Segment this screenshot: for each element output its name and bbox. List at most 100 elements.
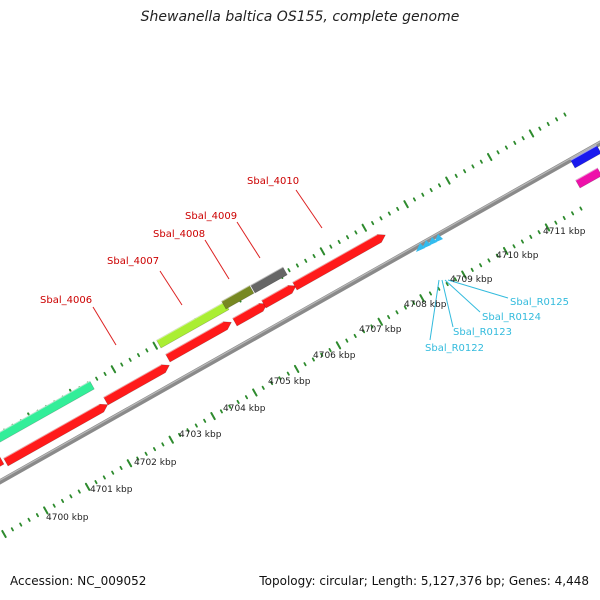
inner-tick — [144, 451, 148, 456]
gene-block — [165, 321, 232, 363]
rna-arrow — [434, 234, 443, 243]
ruler-label: 4703 kbp — [179, 430, 222, 440]
outer-tick — [304, 258, 308, 263]
gene-label: Sbal_4006 — [40, 295, 92, 306]
callout-line — [92, 306, 117, 346]
outer-tick — [120, 362, 124, 367]
ruler-label: 4701 kbp — [90, 485, 133, 495]
inner-tick — [126, 459, 133, 468]
outer-tick — [145, 348, 149, 353]
inner-tick — [554, 220, 558, 225]
outer-tick — [128, 357, 132, 362]
gene-block-highlight — [0, 380, 91, 433]
inner-tick — [244, 395, 249, 400]
inner-tick — [261, 385, 265, 390]
gene-block — [221, 285, 255, 310]
callout-line — [159, 270, 183, 306]
ruler-label: 4705 kbp — [268, 377, 311, 387]
inner-tick — [203, 418, 207, 423]
outer-tick — [504, 145, 508, 150]
inner-tick — [252, 388, 258, 397]
rna-labels: Sbal_R0122 Sbal_R0123 Sbal_R0124 Sbal_R0… — [425, 297, 569, 354]
gene-label: Sbal_4009 — [185, 211, 237, 222]
outer-tick — [287, 268, 291, 273]
outer-tick — [136, 353, 141, 358]
inner-tick — [60, 498, 65, 504]
accession-text: Accession: NC_009052 — [10, 574, 147, 588]
gene-label: Sbal_4010 — [247, 176, 299, 187]
outer-tick — [95, 376, 99, 381]
gene-block — [3, 403, 109, 467]
gene-block — [103, 364, 170, 406]
inner-tick — [445, 281, 449, 287]
feature-track — [0, 144, 600, 467]
inner-tick — [77, 489, 81, 494]
gene-label: Sbal_4008 — [153, 229, 205, 240]
inner-tick — [320, 352, 324, 357]
inner-tick — [537, 230, 541, 235]
ruler-label: 4702 kbp — [134, 458, 177, 468]
callout-line — [444, 279, 481, 313]
genome-backbone — [0, 140, 600, 485]
ruler-label: 4710 kbp — [496, 251, 539, 261]
inner-tick — [286, 371, 290, 376]
genome-summary-text: Topology: circular; Length: 5,127,376 bp… — [259, 574, 589, 588]
inner-tick — [403, 305, 407, 310]
ruler-label: 4700 kbp — [46, 513, 89, 523]
ruler-label: 4709 kbp — [450, 275, 493, 285]
genome-backbone-highlight — [0, 141, 600, 481]
outer-tick — [361, 223, 367, 232]
ruler-label: 4708 kbp — [404, 300, 447, 310]
gene-block-highlight — [3, 403, 100, 459]
outer-tick — [429, 187, 433, 193]
outer-tick — [371, 221, 375, 226]
inner-tick — [69, 494, 73, 499]
rna-arrow — [422, 240, 431, 249]
outer-tick — [437, 183, 442, 188]
inner-tick — [210, 412, 216, 421]
inner-tick — [84, 482, 91, 491]
inner-tick — [335, 341, 342, 350]
gene-block — [232, 303, 268, 327]
inner-tick — [1, 529, 7, 539]
inner-tick — [136, 456, 140, 461]
inner-tick — [303, 362, 307, 367]
inner-tick — [102, 475, 106, 480]
inner-tick — [461, 270, 467, 279]
inner-tick — [52, 503, 56, 508]
inner-tick — [487, 258, 491, 263]
inner-tick — [19, 522, 23, 527]
gene-block — [292, 234, 386, 291]
gene-callouts — [92, 189, 323, 346]
inner-tick — [353, 333, 357, 338]
inner-tick — [186, 428, 190, 433]
inner-tick — [453, 277, 458, 282]
outer-tick — [103, 371, 107, 377]
outer-tick — [354, 230, 358, 235]
outer-tick — [555, 117, 559, 122]
inner-tick — [94, 480, 98, 485]
callout-line — [204, 239, 230, 280]
inner-tick — [10, 527, 14, 532]
outer-tick — [454, 173, 458, 178]
gene-block — [0, 456, 5, 467]
callout-line — [429, 279, 440, 341]
rna-arrow — [416, 243, 425, 252]
inner-tick — [395, 310, 399, 315]
inner-tick — [43, 506, 49, 515]
callout-line — [236, 221, 261, 259]
outer-tick — [152, 341, 158, 350]
gene-block-highlight — [261, 284, 289, 301]
callout-line — [441, 279, 454, 328]
outer-tick — [396, 206, 400, 211]
outer-tick — [563, 112, 567, 117]
outer-tick — [319, 247, 326, 256]
outer-tick — [403, 200, 409, 209]
inner-tick — [219, 409, 223, 414]
ruler-label: 4706 kbp — [313, 351, 356, 361]
inner-tick — [194, 423, 198, 428]
gene-block-highlight — [103, 364, 162, 398]
inner-tick — [168, 435, 174, 444]
inner-tick — [362, 329, 366, 334]
